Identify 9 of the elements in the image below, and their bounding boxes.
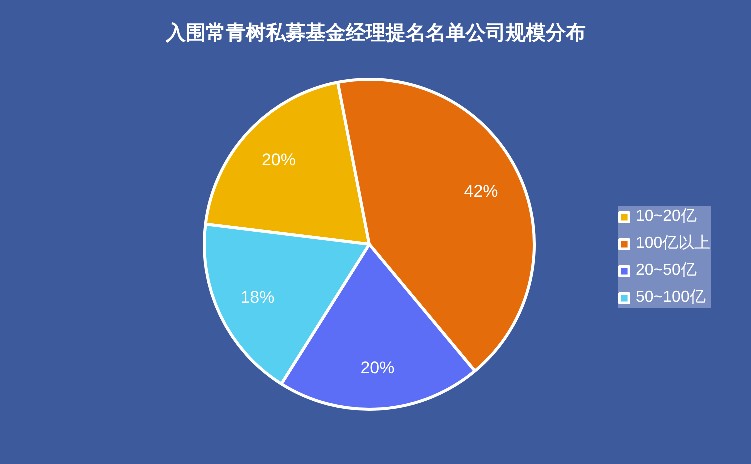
data-label: 42% [464, 182, 498, 201]
data-label: 20% [262, 150, 296, 170]
legend-label: 10~20亿 [636, 207, 697, 227]
data-label: 20% [360, 358, 395, 378]
legend-label: 20~50亿 [636, 261, 697, 281]
legend-label: 50~100亿 [636, 288, 706, 308]
legend-label: 100亿以上 [636, 234, 711, 254]
data-label: 18% [240, 288, 275, 308]
chart-title: 入围常青树私募基金经理提名名单公司规模分布 [165, 22, 586, 44]
